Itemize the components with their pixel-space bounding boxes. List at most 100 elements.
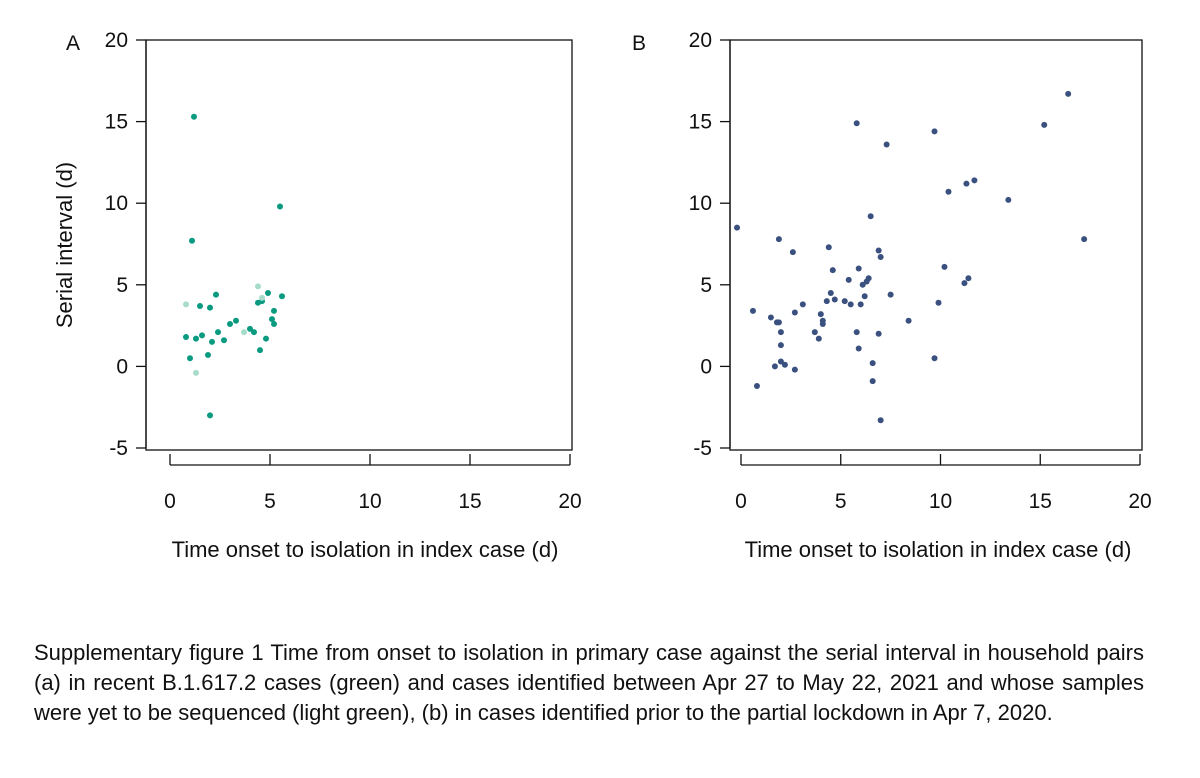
x-tick-label: 15 xyxy=(1029,490,1052,513)
data-point xyxy=(791,309,798,316)
data-point xyxy=(271,307,277,314)
data-point xyxy=(945,188,952,195)
data-point xyxy=(825,244,832,251)
panel-b: -5 0 5 10 15 20 0 5 10 15 20 B Time onset to isolati… xyxy=(632,29,1152,562)
y-tick-label: 0 xyxy=(700,355,712,378)
data-point xyxy=(887,291,894,298)
data-point xyxy=(197,303,203,310)
data-point xyxy=(869,378,876,385)
data-point xyxy=(931,355,938,362)
data-point xyxy=(277,203,283,210)
data-point xyxy=(269,316,275,323)
data-point xyxy=(971,177,978,184)
data-point xyxy=(817,311,824,318)
data-point xyxy=(193,335,199,342)
y-tick-label: 0 xyxy=(116,355,128,378)
data-point xyxy=(1081,236,1088,243)
data-point xyxy=(279,293,285,300)
data-point xyxy=(187,355,193,362)
data-point xyxy=(767,314,774,321)
x-axis-title: Time onset to isolation in index case (d… xyxy=(172,537,559,562)
x-tick-label: 20 xyxy=(1128,490,1151,513)
y-tick-label: 5 xyxy=(700,274,712,297)
data-point xyxy=(853,329,860,336)
data-point xyxy=(875,247,882,254)
data-point xyxy=(905,317,912,324)
x-tick-label: 10 xyxy=(929,490,952,513)
data-point xyxy=(259,294,265,301)
data-point xyxy=(183,301,189,308)
data-point xyxy=(877,417,884,424)
data-point xyxy=(1005,196,1012,203)
y-tick-label: 5 xyxy=(116,274,128,297)
data-point xyxy=(193,369,199,376)
panel-label: B xyxy=(632,32,646,55)
y-axis-title: Serial interval (d) xyxy=(52,162,77,328)
data-point xyxy=(869,360,876,367)
data-point xyxy=(831,296,838,303)
data-point xyxy=(815,335,822,342)
data-point xyxy=(207,304,213,311)
data-point xyxy=(777,358,784,365)
x-axis-title: Time onset to isolation in index case (d… xyxy=(745,537,1132,562)
data-point xyxy=(215,329,221,336)
data-point xyxy=(183,334,189,341)
data-point xyxy=(781,361,788,368)
data-point xyxy=(251,329,257,336)
data-point xyxy=(861,293,868,300)
data-point xyxy=(941,263,948,270)
y-tick-label: -5 xyxy=(109,437,128,460)
data-point xyxy=(935,299,942,306)
data-point xyxy=(799,301,806,308)
data-point xyxy=(749,307,756,314)
y-tick-label: -5 xyxy=(693,437,712,460)
figure: -5 0 5 10 15 20 0 5 10 15 20 A Time onset to isolati… xyxy=(52,29,1152,562)
data-point xyxy=(227,320,233,327)
data-point xyxy=(775,236,782,243)
y-tick-label: 10 xyxy=(105,192,128,215)
data-point xyxy=(811,329,818,336)
data-point xyxy=(823,298,830,305)
data-point xyxy=(777,329,784,336)
data-point xyxy=(841,298,848,305)
x-tick-label: 20 xyxy=(558,490,581,513)
data-point xyxy=(859,281,866,288)
data-point xyxy=(734,224,741,231)
data-point xyxy=(789,249,796,256)
data-point xyxy=(247,325,253,332)
data-point xyxy=(865,275,872,282)
data-point xyxy=(847,301,854,308)
y-tick-label: 20 xyxy=(689,29,712,52)
data-point xyxy=(271,320,277,327)
data-point xyxy=(875,330,882,337)
y-tick-label: 20 xyxy=(105,29,128,52)
data-point xyxy=(257,347,263,354)
data-point xyxy=(191,113,197,120)
plot-frame xyxy=(729,39,1143,451)
data-point xyxy=(857,301,864,308)
data-point xyxy=(965,275,972,282)
x-tick-label: 10 xyxy=(358,490,381,513)
data-point xyxy=(961,280,968,287)
figure-caption: Supplementary figure 1 Time from onset t… xyxy=(34,640,1144,725)
data-point xyxy=(263,335,269,342)
data-point xyxy=(189,237,195,244)
plot-frame xyxy=(145,39,573,451)
data-point xyxy=(209,338,215,345)
data-point xyxy=(213,291,219,298)
data-point xyxy=(867,213,874,220)
panel-a: -5 0 5 10 15 20 0 5 10 15 20 A Time onset to isolati… xyxy=(52,29,582,562)
x-tick-label: 0 xyxy=(735,490,747,513)
data-point xyxy=(877,254,884,261)
data-point xyxy=(963,180,970,187)
data-point xyxy=(829,267,836,274)
data-point xyxy=(845,276,852,283)
data-point xyxy=(1041,121,1048,128)
data-point xyxy=(199,332,205,339)
data-point xyxy=(771,363,778,370)
data-point xyxy=(265,289,271,296)
data-point xyxy=(883,141,890,148)
y-tick-label: 15 xyxy=(689,111,712,134)
data-point xyxy=(255,283,261,290)
data-point xyxy=(827,289,834,296)
